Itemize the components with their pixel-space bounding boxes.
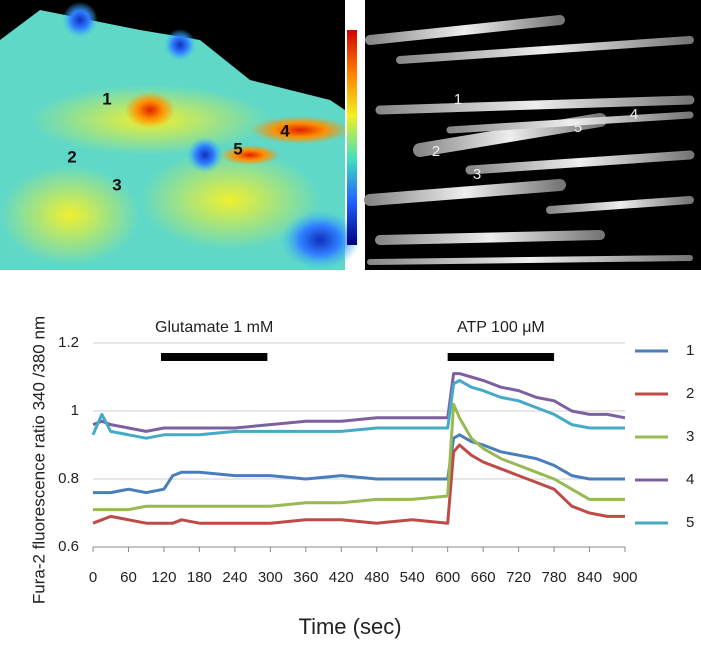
grayscale-image bbox=[364, 0, 701, 270]
series-line bbox=[93, 433, 625, 495]
legend-label: 4 bbox=[686, 471, 694, 488]
cell-label: 2 bbox=[67, 147, 76, 166]
pseudocolor-image bbox=[0, 0, 360, 270]
x-tick-label: 420 bbox=[329, 569, 354, 586]
x-axis-label: Time (sec) bbox=[298, 614, 401, 639]
series-line bbox=[92, 443, 625, 525]
x-tick-label: 180 bbox=[187, 569, 212, 586]
series-line bbox=[92, 372, 626, 433]
cell-label: 1 bbox=[454, 91, 462, 108]
legend-label: 5 bbox=[686, 514, 694, 531]
y-axis-label: Fura-2 fluorescence ratio 340 /380 nm bbox=[29, 316, 48, 604]
x-tick-label: 660 bbox=[471, 569, 496, 586]
x-tick-label: 720 bbox=[506, 569, 531, 586]
series-line bbox=[91, 378, 625, 440]
stimulus-bar bbox=[160, 353, 268, 361]
x-tick-label: 900 bbox=[612, 569, 637, 586]
cell-label: 3 bbox=[112, 175, 121, 194]
cell-label: 1 bbox=[102, 89, 111, 108]
series-line bbox=[93, 402, 625, 512]
legend-label: 1 bbox=[686, 342, 694, 359]
y-tick-label: 1.2 bbox=[58, 334, 79, 351]
x-tick-label: 300 bbox=[258, 569, 283, 586]
cell-label: 3 bbox=[473, 166, 481, 183]
x-tick-label: 600 bbox=[435, 569, 460, 586]
x-tick-label: 780 bbox=[542, 569, 567, 586]
x-tick-label: 480 bbox=[364, 569, 389, 586]
cell-label: 2 bbox=[432, 143, 440, 160]
image-labels: 1 2 3 4 5 1 2 3 4 5 bbox=[67, 89, 638, 194]
annotation: ATP 100 μM bbox=[457, 319, 545, 336]
annotation: Glutamate 1 mM bbox=[155, 319, 273, 336]
cell-label: 5 bbox=[233, 139, 242, 158]
x-tick-label: 60 bbox=[120, 569, 137, 586]
x-tick-label: 840 bbox=[577, 569, 602, 586]
x-tick-label: 0 bbox=[89, 569, 97, 586]
y-tick-label: 0.8 bbox=[58, 470, 79, 487]
x-tick-label: 540 bbox=[400, 569, 425, 586]
cell-label: 4 bbox=[630, 106, 638, 123]
x-tick-label: 360 bbox=[293, 569, 318, 586]
y-tick-label: 0.6 bbox=[58, 538, 79, 555]
legend-label: 3 bbox=[686, 428, 694, 445]
cell-label: 4 bbox=[280, 121, 290, 140]
x-tick-label: 240 bbox=[222, 569, 247, 586]
y-tick-label: 1 bbox=[71, 402, 79, 419]
stimulus-bar bbox=[447, 353, 555, 361]
cell-label: 5 bbox=[574, 119, 582, 136]
x-tick-label: 120 bbox=[151, 569, 176, 586]
legend-label: 2 bbox=[686, 385, 694, 402]
